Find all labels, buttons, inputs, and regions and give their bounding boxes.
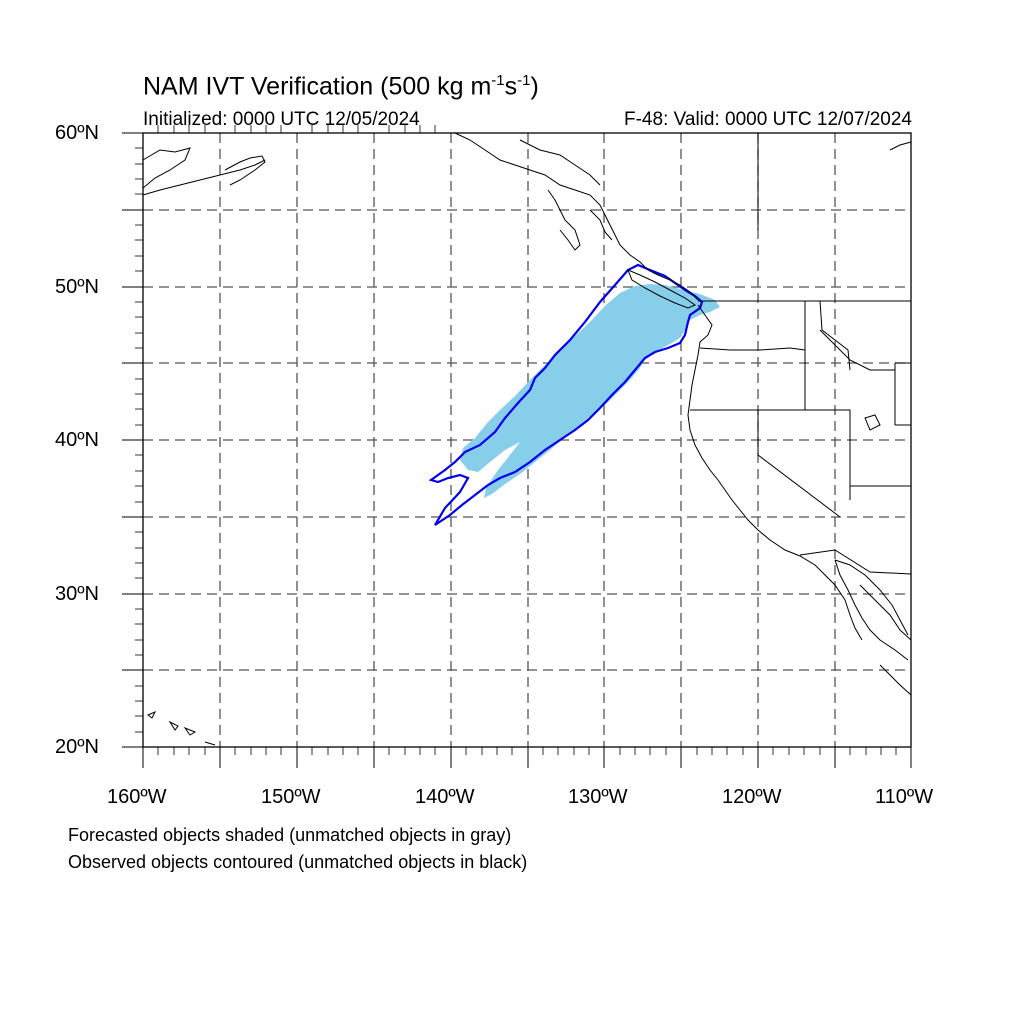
title-main: NAM IVT Verification (500 kg m xyxy=(143,72,492,101)
lat-label: 40ºN xyxy=(55,429,99,451)
chart-title: NAM IVT Verification (500 kg m-1s-1) xyxy=(143,72,539,101)
lon-label: 120ºW xyxy=(722,786,782,808)
observed-note: Observed objects contoured (unmatched ob… xyxy=(68,852,528,872)
title-mid: s xyxy=(504,72,518,101)
lon-label: 130ºW xyxy=(568,786,628,808)
lon-label: 160ºW xyxy=(107,786,167,808)
title-end: ) xyxy=(530,72,539,101)
forecast-note: Forecasted objects shaded (unmatched obj… xyxy=(68,825,512,845)
minor-ticks xyxy=(135,125,897,755)
lon-label: 110ºW xyxy=(875,786,934,808)
lon-label: 140ºW xyxy=(415,786,475,808)
initialized-label: Initialized: 0000 UTC 12/05/2024 xyxy=(143,109,420,130)
lon-label: 150ºW xyxy=(261,786,321,808)
title-exp1: -1 xyxy=(491,72,505,89)
political-boundaries xyxy=(690,133,912,575)
lat-label: 50ºN xyxy=(55,276,99,298)
title-exp2: -1 xyxy=(517,72,531,89)
observed-ivt-contour xyxy=(428,263,704,526)
tick-marks xyxy=(122,132,912,768)
lat-label: 20ºN xyxy=(55,736,99,758)
lat-label: 30ºN xyxy=(55,583,99,605)
forecast-ivt-object xyxy=(460,284,720,498)
coastlines xyxy=(142,132,912,746)
lat-label: 60ºN xyxy=(55,122,99,144)
valid-label: F-48: Valid: 0000 UTC 12/07/2024 xyxy=(624,109,912,130)
